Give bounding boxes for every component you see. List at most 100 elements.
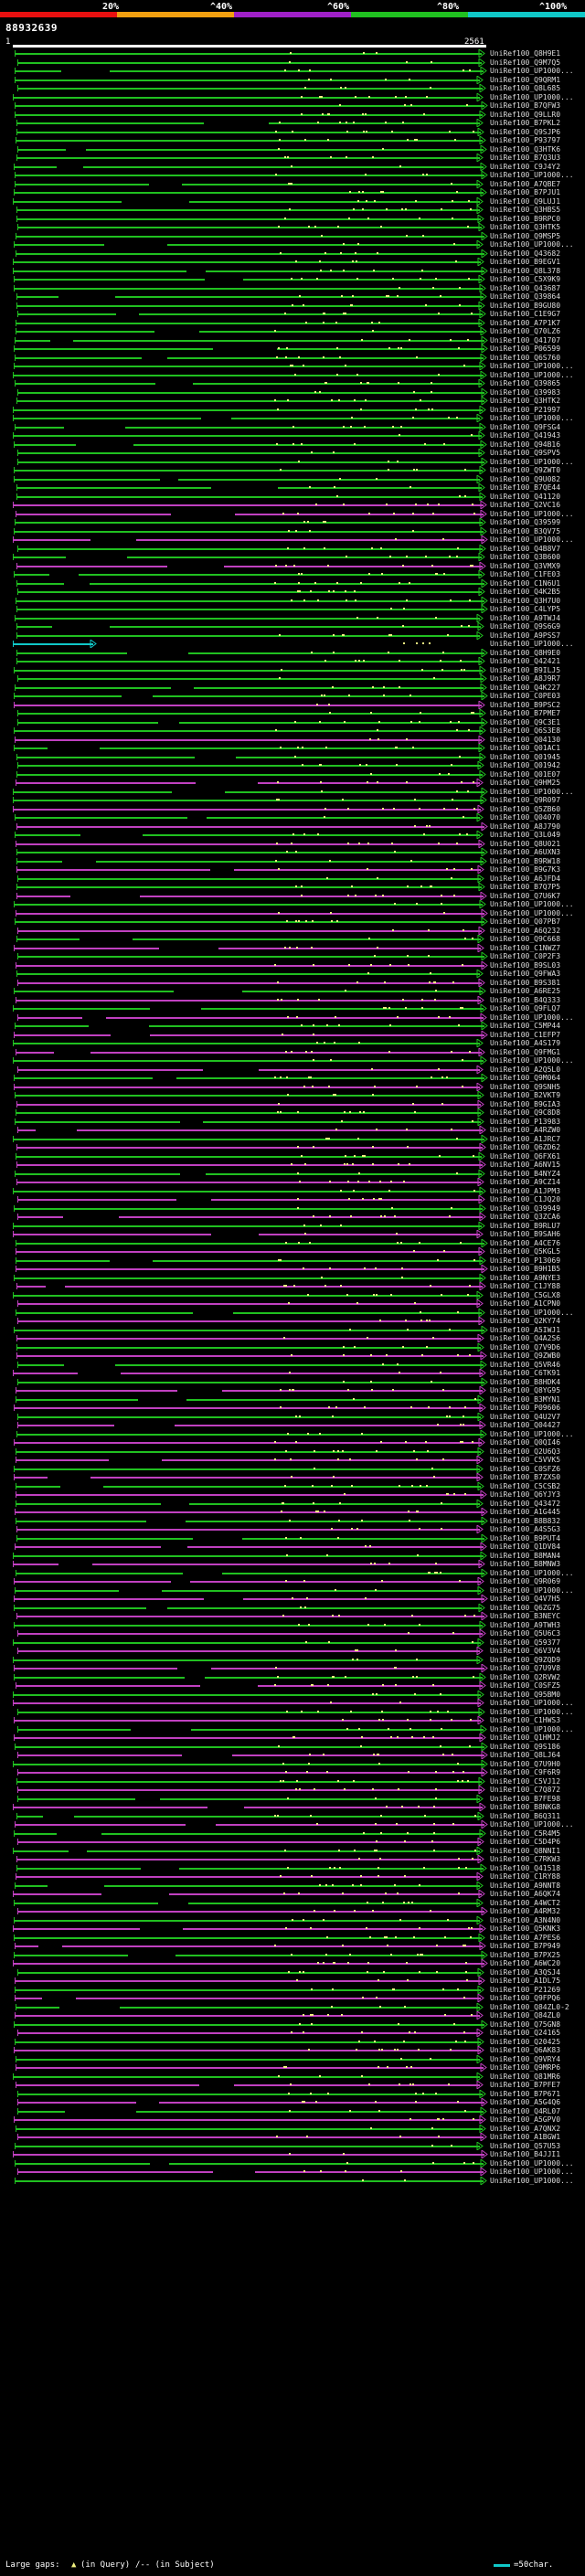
hit-row[interactable]: UniRef100_Q5VR46 — [0, 1360, 585, 1369]
hit-label[interactable]: UniRef100_UP1000... — [490, 2158, 574, 2168]
hit-label[interactable]: UniRef100_B8MAN4 — [490, 1551, 561, 1560]
hit-label[interactable]: UniRef100_C6TK91 — [490, 1369, 561, 1377]
hit-row[interactable]: UniRef100_UP1000... — [0, 2176, 585, 2185]
hit-row[interactable]: UniRef100_B7PJU1 — [0, 188, 585, 196]
hit-row[interactable]: UniRef100_Q01945 — [0, 752, 585, 761]
hit-label[interactable]: UniRef100_Q5VR46 — [490, 1360, 561, 1369]
hit-label[interactable]: UniRef100_Q9HM25 — [490, 779, 561, 787]
hit-row[interactable]: UniRef100_B7PFE7 — [0, 2081, 585, 2089]
hit-label[interactable]: UniRef100_A6QK74 — [490, 1890, 561, 1898]
hit-label[interactable]: UniRef100_Q3HTK6 — [490, 144, 561, 154]
hit-row[interactable]: UniRef100_Q3HTK6 — [0, 144, 585, 154]
hit-row[interactable]: UniRef100_Q7U6K7 — [0, 891, 585, 900]
hit-label[interactable]: UniRef100_UP1000... — [490, 1568, 574, 1577]
hit-row[interactable]: UniRef100_A6UXN3 — [0, 848, 585, 856]
hit-label[interactable]: UniRef100_A6UXN3 — [490, 848, 561, 856]
hit-label[interactable]: UniRef100_Q04427 — [490, 1421, 561, 1429]
hit-row[interactable]: UniRef100_Q3ZCA6 — [0, 1213, 585, 1221]
hit-label[interactable]: UniRef100_Q3ZCA6 — [490, 1213, 561, 1221]
hit-row[interactable]: UniRef100_B9EGV1 — [0, 258, 585, 266]
hit-label[interactable]: UniRef100_C9J4Y2 — [490, 162, 561, 171]
hit-label[interactable]: UniRef100_A1JRC7 — [490, 1134, 561, 1143]
hit-row[interactable]: UniRef100_P93797 — [0, 136, 585, 144]
hit-row[interactable]: UniRef100_B9S381 — [0, 978, 585, 987]
hit-row[interactable]: UniRef100_C5GLX8 — [0, 1290, 585, 1299]
hit-row[interactable]: UniRef100_Q2VC16 — [0, 501, 585, 509]
hit-label[interactable]: UniRef100_B9EGV1 — [490, 258, 561, 266]
hit-label[interactable]: UniRef100_Q9M064 — [490, 1074, 561, 1082]
hit-label[interactable]: UniRef100_A2Q5L0 — [490, 1065, 561, 1074]
hit-label[interactable]: UniRef100_B3NEYC — [490, 1612, 561, 1620]
hit-row[interactable]: UniRef100_A2Q5L0 — [0, 1065, 585, 1074]
hit-row[interactable]: UniRef100_Q7V9D6 — [0, 1342, 585, 1352]
hit-row[interactable]: UniRef100_Q8LJ64 — [0, 1751, 585, 1759]
hit-label[interactable]: UniRef100_Q24165 — [490, 2029, 561, 2037]
hit-label[interactable]: UniRef100_Q20425 — [490, 2037, 561, 2046]
hit-row[interactable]: UniRef100_Q84ZL0 — [0, 2011, 585, 2019]
hit-label[interactable]: UniRef100_Q6YJY3 — [490, 1490, 561, 1499]
hit-row[interactable]: UniRef100_B9SAH6 — [0, 1230, 585, 1238]
hit-row[interactable]: UniRef100_Q0QI46 — [0, 1438, 585, 1447]
hit-label[interactable]: UniRef100_C4LYP5 — [490, 605, 561, 613]
hit-label[interactable]: UniRef100_Q9LUJ1 — [490, 196, 561, 206]
hit-row[interactable]: UniRef100_Q5KGL5 — [0, 1247, 585, 1256]
hit-label[interactable]: UniRef100_B3MYN1 — [490, 1394, 561, 1404]
hit-label[interactable]: UniRef100_UP1000... — [490, 457, 574, 466]
hit-row[interactable]: UniRef100_Q5U6C3 — [0, 1629, 585, 1638]
hit-row[interactable]: UniRef100_UP1000... — [0, 370, 585, 379]
hit-label[interactable]: UniRef100_A6RE25 — [490, 987, 561, 995]
hit-row[interactable]: UniRef100_Q57U53 — [0, 2141, 585, 2150]
hit-label[interactable]: UniRef100_Q9FMG1 — [490, 1047, 561, 1056]
hit-label[interactable]: UniRef100_Q9S6G9 — [490, 622, 561, 631]
hit-row[interactable]: UniRef100_A7PES6 — [0, 1933, 585, 1942]
hit-label[interactable]: UniRef100_Q4K2B5 — [490, 588, 561, 596]
hit-row[interactable]: UniRef100_Q9FLQ7 — [0, 1004, 585, 1012]
hit-row[interactable]: UniRef100_Q4K227 — [0, 683, 585, 692]
hit-row[interactable]: UniRef100_A1CPN0 — [0, 1299, 585, 1308]
hit-row[interactable]: UniRef100_C0PE03 — [0, 692, 585, 700]
hit-label[interactable]: UniRef100_UP1000... — [490, 1585, 574, 1595]
hit-label[interactable]: UniRef100_Q94B16 — [490, 440, 561, 449]
hit-label[interactable]: UniRef100_Q8L378 — [490, 266, 561, 275]
hit-row[interactable]: UniRef100_UP1000... — [0, 2158, 585, 2168]
hit-label[interactable]: UniRef100_Q9ZWB0 — [490, 1352, 561, 1360]
hit-row[interactable]: UniRef100_C6TK91 — [0, 1369, 585, 1377]
hit-row[interactable]: UniRef100_Q75GN8 — [0, 2019, 585, 2029]
hit-row[interactable]: UniRef100_A7QNX2 — [0, 2124, 585, 2133]
hit-row[interactable]: UniRef100_C9J4Y2 — [0, 162, 585, 171]
hit-label[interactable]: UniRef100_C5MP44 — [490, 1022, 561, 1030]
hit-row[interactable]: UniRef100_A7QBE7 — [0, 179, 585, 188]
hit-row[interactable]: UniRef100_C1EFP7 — [0, 1030, 585, 1039]
hit-row[interactable]: UniRef100_Q9ZWT0 — [0, 466, 585, 474]
hit-row[interactable]: UniRef100_A6NV15 — [0, 1161, 585, 1169]
hit-label[interactable]: UniRef100_UP1000... — [490, 1012, 574, 1022]
hit-label[interactable]: UniRef100_A7PES6 — [490, 1933, 561, 1942]
hit-label[interactable]: UniRef100_B7PME7 — [490, 709, 561, 717]
hit-label[interactable]: UniRef100_A9NYE3 — [490, 1273, 561, 1282]
hit-label[interactable]: UniRef100_Q41120 — [490, 492, 561, 501]
hit-label[interactable]: UniRef100_Q9MRP6 — [490, 2063, 561, 2072]
hit-row[interactable]: UniRef100_UP1000... — [0, 1429, 585, 1438]
hit-label[interactable]: UniRef100_Q01AC1 — [490, 744, 561, 752]
hit-label[interactable]: UniRef100_Q6S760 — [490, 353, 561, 362]
hit-label[interactable]: UniRef100_A9TWJ4 — [490, 613, 561, 622]
hit-row[interactable]: UniRef100_Q6AK83 — [0, 2046, 585, 2054]
hit-label[interactable]: UniRef100_Q9U082 — [490, 474, 561, 483]
hit-row[interactable]: UniRef100_B7QFW3 — [0, 101, 585, 110]
hit-label[interactable]: UniRef100_Q04070 — [490, 813, 561, 822]
hit-label[interactable]: UniRef100_UP1000... — [490, 92, 574, 101]
hit-row[interactable]: UniRef100_Q9LUJ1 — [0, 196, 585, 206]
hit-label[interactable]: UniRef100_B9RLU7 — [490, 1221, 561, 1230]
hit-row[interactable]: UniRef100_C7Q872 — [0, 1786, 585, 1794]
hit-row[interactable]: UniRef100_UP1000... — [0, 1724, 585, 1733]
hit-row[interactable]: UniRef100_B3MYN1 — [0, 1394, 585, 1404]
hit-row[interactable]: UniRef100_Q4B8V7 — [0, 544, 585, 553]
hit-label[interactable]: UniRef100_B9PSC2 — [490, 700, 561, 709]
hit-label[interactable]: UniRef100_B6Q311 — [490, 1811, 561, 1820]
hit-row[interactable]: UniRef100_A4S179 — [0, 1039, 585, 1047]
hit-row[interactable]: UniRef100_Q3H7U0 — [0, 596, 585, 605]
hit-row[interactable]: UniRef100_A6JFD4 — [0, 874, 585, 883]
hit-row[interactable]: UniRef100_Q8U021 — [0, 839, 585, 848]
hit-label[interactable]: UniRef100_C1JY88 — [490, 1282, 561, 1290]
hit-label[interactable]: UniRef100_A9TWH3 — [490, 1620, 561, 1629]
